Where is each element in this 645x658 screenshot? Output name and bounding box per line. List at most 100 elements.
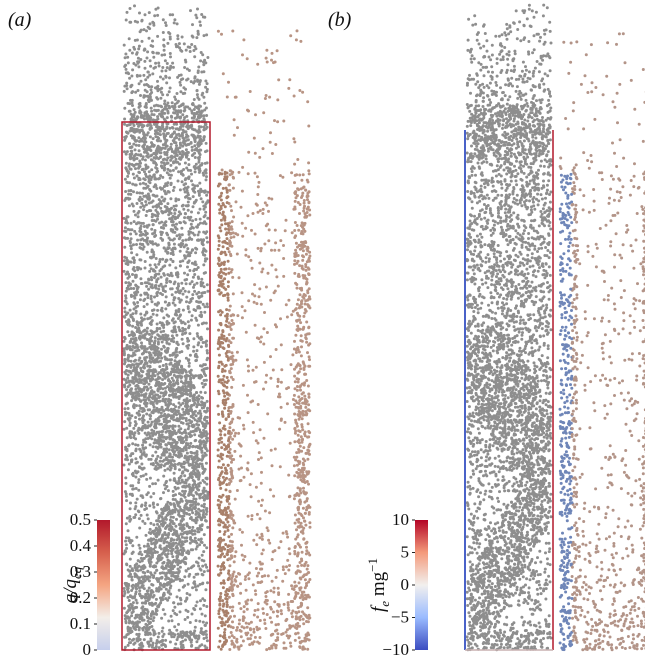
particle (170, 101, 174, 105)
particle (136, 60, 140, 64)
particle (142, 466, 146, 470)
particle (124, 294, 128, 298)
particle (145, 326, 149, 330)
particle (128, 557, 132, 561)
particle (176, 561, 180, 565)
particle (189, 450, 193, 454)
particle (186, 265, 189, 269)
particle (186, 582, 190, 586)
particle (139, 556, 143, 560)
particle (205, 358, 209, 362)
particle (195, 292, 199, 296)
particle (175, 340, 179, 344)
particle (183, 474, 187, 478)
particle (152, 330, 156, 334)
particle (126, 196, 130, 200)
particle (162, 43, 166, 47)
particle (180, 337, 184, 341)
particle (136, 583, 140, 587)
particle (200, 368, 204, 372)
particle (189, 222, 193, 226)
particle (125, 499, 129, 503)
particle (157, 538, 161, 542)
particle (154, 219, 158, 223)
particle (127, 412, 131, 415)
particle (178, 235, 182, 239)
particle (172, 471, 176, 475)
particle (185, 530, 189, 534)
particle (161, 459, 165, 463)
particle (123, 310, 127, 314)
particle (143, 48, 147, 52)
particle (132, 363, 136, 367)
particle (169, 631, 173, 635)
particle (139, 79, 143, 83)
particle (155, 280, 159, 284)
particle (196, 502, 200, 506)
particle (160, 575, 164, 579)
particle (189, 493, 193, 496)
particle (172, 382, 176, 386)
particle (173, 160, 177, 164)
particle (184, 435, 187, 439)
particle (181, 342, 185, 346)
particle (199, 390, 203, 394)
particle (129, 484, 133, 488)
particle (299, 388, 302, 392)
particle (177, 310, 181, 313)
particle (165, 479, 168, 483)
particle (142, 73, 146, 77)
particle (157, 61, 161, 65)
particle (171, 533, 175, 536)
particle (190, 408, 193, 412)
particle (203, 444, 207, 448)
particle (181, 449, 185, 453)
particle (203, 409, 207, 413)
particle (136, 238, 140, 242)
particle (193, 482, 197, 486)
particle (197, 305, 201, 308)
particle (160, 430, 164, 434)
particle (185, 451, 189, 455)
particle (182, 527, 186, 530)
particle (176, 34, 180, 38)
particle (161, 608, 165, 612)
particle (172, 373, 176, 377)
particle (143, 266, 147, 270)
particle (199, 442, 203, 445)
particle (199, 568, 203, 572)
particle (141, 627, 145, 630)
particle (146, 75, 150, 79)
particle (133, 229, 137, 233)
particle (186, 185, 190, 189)
particle (176, 179, 180, 183)
particle (178, 328, 182, 332)
particle (190, 508, 194, 512)
particle (132, 108, 136, 112)
particle (158, 459, 162, 463)
particle (134, 394, 138, 398)
particle (189, 472, 192, 476)
particle (197, 141, 200, 145)
particle (193, 433, 197, 437)
particle (138, 620, 141, 624)
particle (140, 201, 144, 205)
particle (183, 575, 187, 579)
particle (137, 578, 141, 581)
particle (171, 489, 175, 493)
particle (182, 168, 186, 171)
particle (197, 193, 201, 197)
particle (156, 478, 160, 482)
particle (193, 233, 196, 237)
particle (164, 517, 168, 521)
particle (183, 161, 187, 165)
particle (134, 326, 138, 329)
particle (197, 158, 201, 162)
particle (130, 460, 133, 464)
particle (147, 644, 151, 648)
particle (148, 269, 152, 273)
particle (129, 167, 133, 171)
particle (160, 195, 164, 199)
particle (162, 549, 166, 553)
particle (139, 227, 142, 231)
